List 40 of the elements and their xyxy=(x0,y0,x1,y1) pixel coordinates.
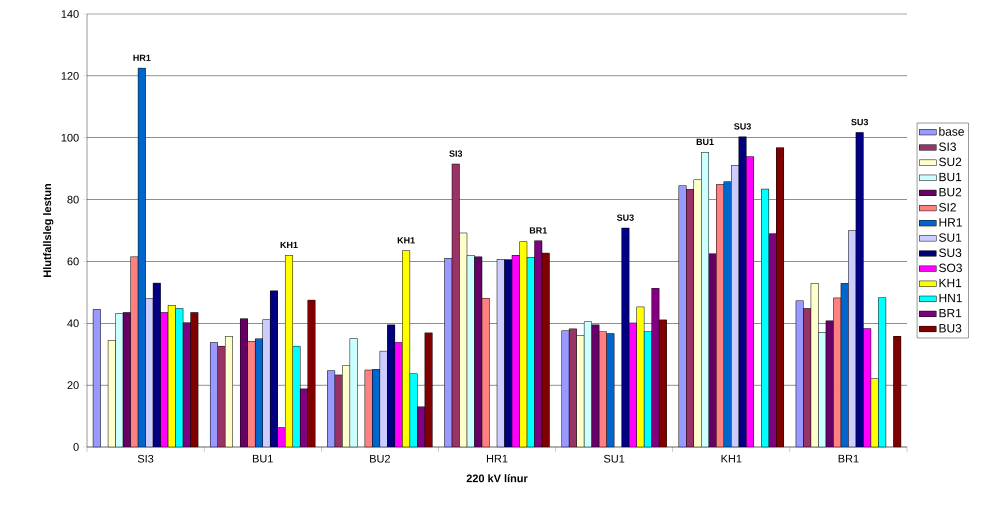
legend-label: SU2 xyxy=(939,158,962,166)
legend-label: HN1 xyxy=(940,294,962,302)
legend-label: BU1 xyxy=(940,172,962,182)
legend-label: SI3 xyxy=(939,142,956,151)
x-tick-label: BU1 xyxy=(252,454,273,462)
x-tick-label: SI3 xyxy=(138,454,154,463)
x-tick-label: SU1 xyxy=(604,454,624,463)
annotation: BU1 xyxy=(696,138,714,146)
legend-label: SO3 xyxy=(939,264,962,272)
x-tick-label: BU2 xyxy=(370,454,390,463)
legend-label: SI2 xyxy=(939,203,956,212)
legend-label: KH1 xyxy=(940,278,962,288)
legend-label: BR1 xyxy=(940,308,962,318)
legend-label: BU3 xyxy=(940,324,962,332)
y-tick-label: 40 xyxy=(67,319,79,328)
annotation: BR1 xyxy=(530,227,547,234)
y-tick-label: 140 xyxy=(62,10,79,18)
x-tick-label: KH1 xyxy=(722,454,742,462)
annotation: SU3 xyxy=(734,123,751,130)
legend-label: HR1 xyxy=(940,218,962,226)
y-tick-label: 60 xyxy=(68,258,79,266)
legend-label: BU2 xyxy=(940,188,962,196)
y-axis-title: Hlutfallsleg lestun xyxy=(43,184,54,277)
y-tick-label: 100 xyxy=(62,134,79,142)
y-tick-label: 0 xyxy=(73,443,79,451)
annotation: SU3 xyxy=(616,214,634,221)
annotation: SI3 xyxy=(449,150,462,157)
annotation: KH1 xyxy=(280,242,298,248)
y-tick-label: 120 xyxy=(62,72,79,80)
legend-label: SU1 xyxy=(939,233,962,242)
y-tick-label: 20 xyxy=(68,381,79,390)
annotation: SU3 xyxy=(851,118,868,126)
annotation: KH1 xyxy=(398,237,415,244)
legend-label: base xyxy=(939,127,964,136)
x-tick-label: BR1 xyxy=(838,454,859,462)
x-axis-title: 220 kV línur xyxy=(466,474,528,482)
annotation: HR1 xyxy=(133,54,151,61)
x-tick-label: HR1 xyxy=(486,454,508,462)
legend-label: SU3 xyxy=(939,248,962,257)
y-tick-label: 80 xyxy=(67,196,79,204)
